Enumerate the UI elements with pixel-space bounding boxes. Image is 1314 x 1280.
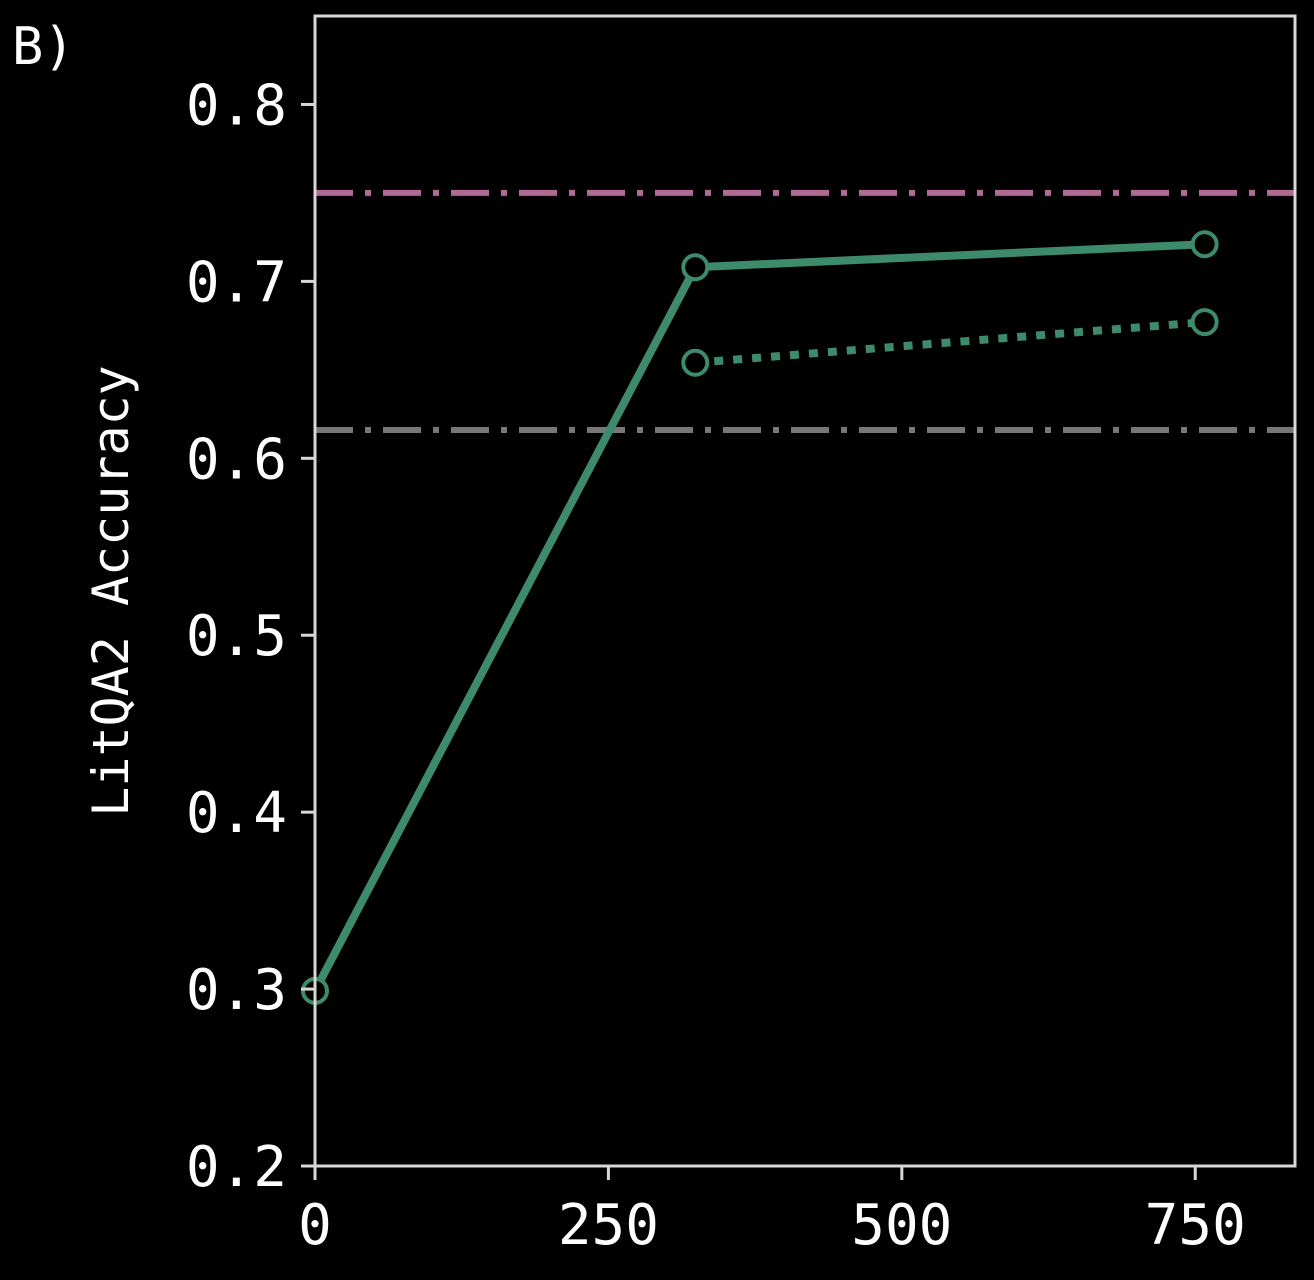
reference-lines: [315, 189, 1295, 433]
series-group: [301, 230, 1219, 1005]
x-tick-label: 250: [558, 1193, 659, 1258]
x-tick-label: 500: [851, 1193, 952, 1258]
y-tick-label: 0.2: [186, 1135, 287, 1200]
panel-label: B): [12, 17, 75, 77]
data-point: [1190, 230, 1219, 259]
data-point: [681, 348, 710, 377]
y-axis-title: LitQA2 Accuracy: [82, 365, 140, 817]
y-tick-label: 0.4: [186, 781, 287, 846]
x-tick-label: 0: [298, 1193, 332, 1258]
y-axis: 0.2 0.3 0.4 0.5 0.6 0.7 0.8: [186, 73, 315, 1200]
x-axis: 0 250 500 750: [298, 1166, 1246, 1258]
data-point: [681, 253, 710, 282]
series-line-2: [694, 318, 1205, 367]
x-tick-label: 750: [1145, 1193, 1246, 1258]
y-tick-label: 0.3: [186, 958, 287, 1023]
y-tick-label: 0.5: [186, 604, 287, 669]
y-tick-label: 0.6: [186, 427, 287, 492]
data-point: [1190, 308, 1219, 337]
plot-frame: [313, 14, 1297, 1168]
y-tick-label: 0.8: [186, 73, 287, 138]
y-tick-label: 0.7: [186, 250, 287, 315]
